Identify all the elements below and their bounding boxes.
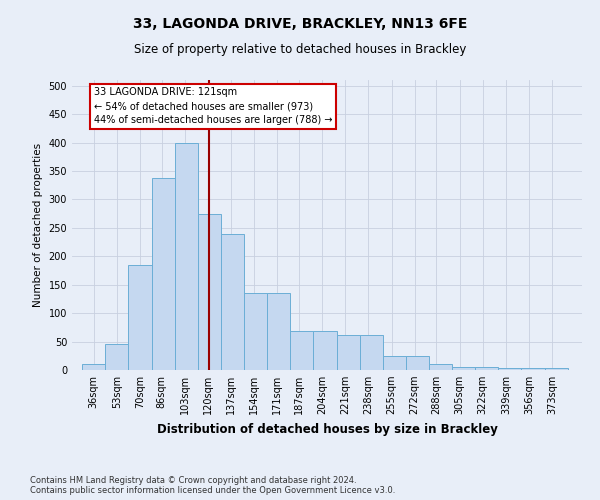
Bar <box>267 293 290 370</box>
Bar <box>545 368 568 370</box>
Bar <box>198 214 221 370</box>
Bar <box>175 142 198 370</box>
Bar <box>337 334 359 370</box>
Bar <box>106 344 128 370</box>
Bar <box>429 364 452 370</box>
X-axis label: Distribution of detached houses by size in Brackley: Distribution of detached houses by size … <box>157 422 497 436</box>
Bar <box>152 178 175 370</box>
Text: Contains HM Land Registry data © Crown copyright and database right 2024.
Contai: Contains HM Land Registry data © Crown c… <box>30 476 395 495</box>
Bar <box>359 334 383 370</box>
Bar <box>290 332 313 370</box>
Text: 33 LAGONDA DRIVE: 121sqm
← 54% of detached houses are smaller (973)
44% of semi-: 33 LAGONDA DRIVE: 121sqm ← 54% of detach… <box>94 88 332 126</box>
Bar <box>452 367 475 370</box>
Bar <box>521 368 545 370</box>
Bar <box>406 356 429 370</box>
Text: Size of property relative to detached houses in Brackley: Size of property relative to detached ho… <box>134 42 466 56</box>
Bar <box>383 356 406 370</box>
Bar <box>128 265 152 370</box>
Bar <box>82 364 106 370</box>
Bar <box>499 368 521 370</box>
Bar <box>244 293 267 370</box>
Y-axis label: Number of detached properties: Number of detached properties <box>33 143 43 307</box>
Bar <box>475 367 499 370</box>
Bar <box>313 332 337 370</box>
Bar <box>221 234 244 370</box>
Text: 33, LAGONDA DRIVE, BRACKLEY, NN13 6FE: 33, LAGONDA DRIVE, BRACKLEY, NN13 6FE <box>133 18 467 32</box>
